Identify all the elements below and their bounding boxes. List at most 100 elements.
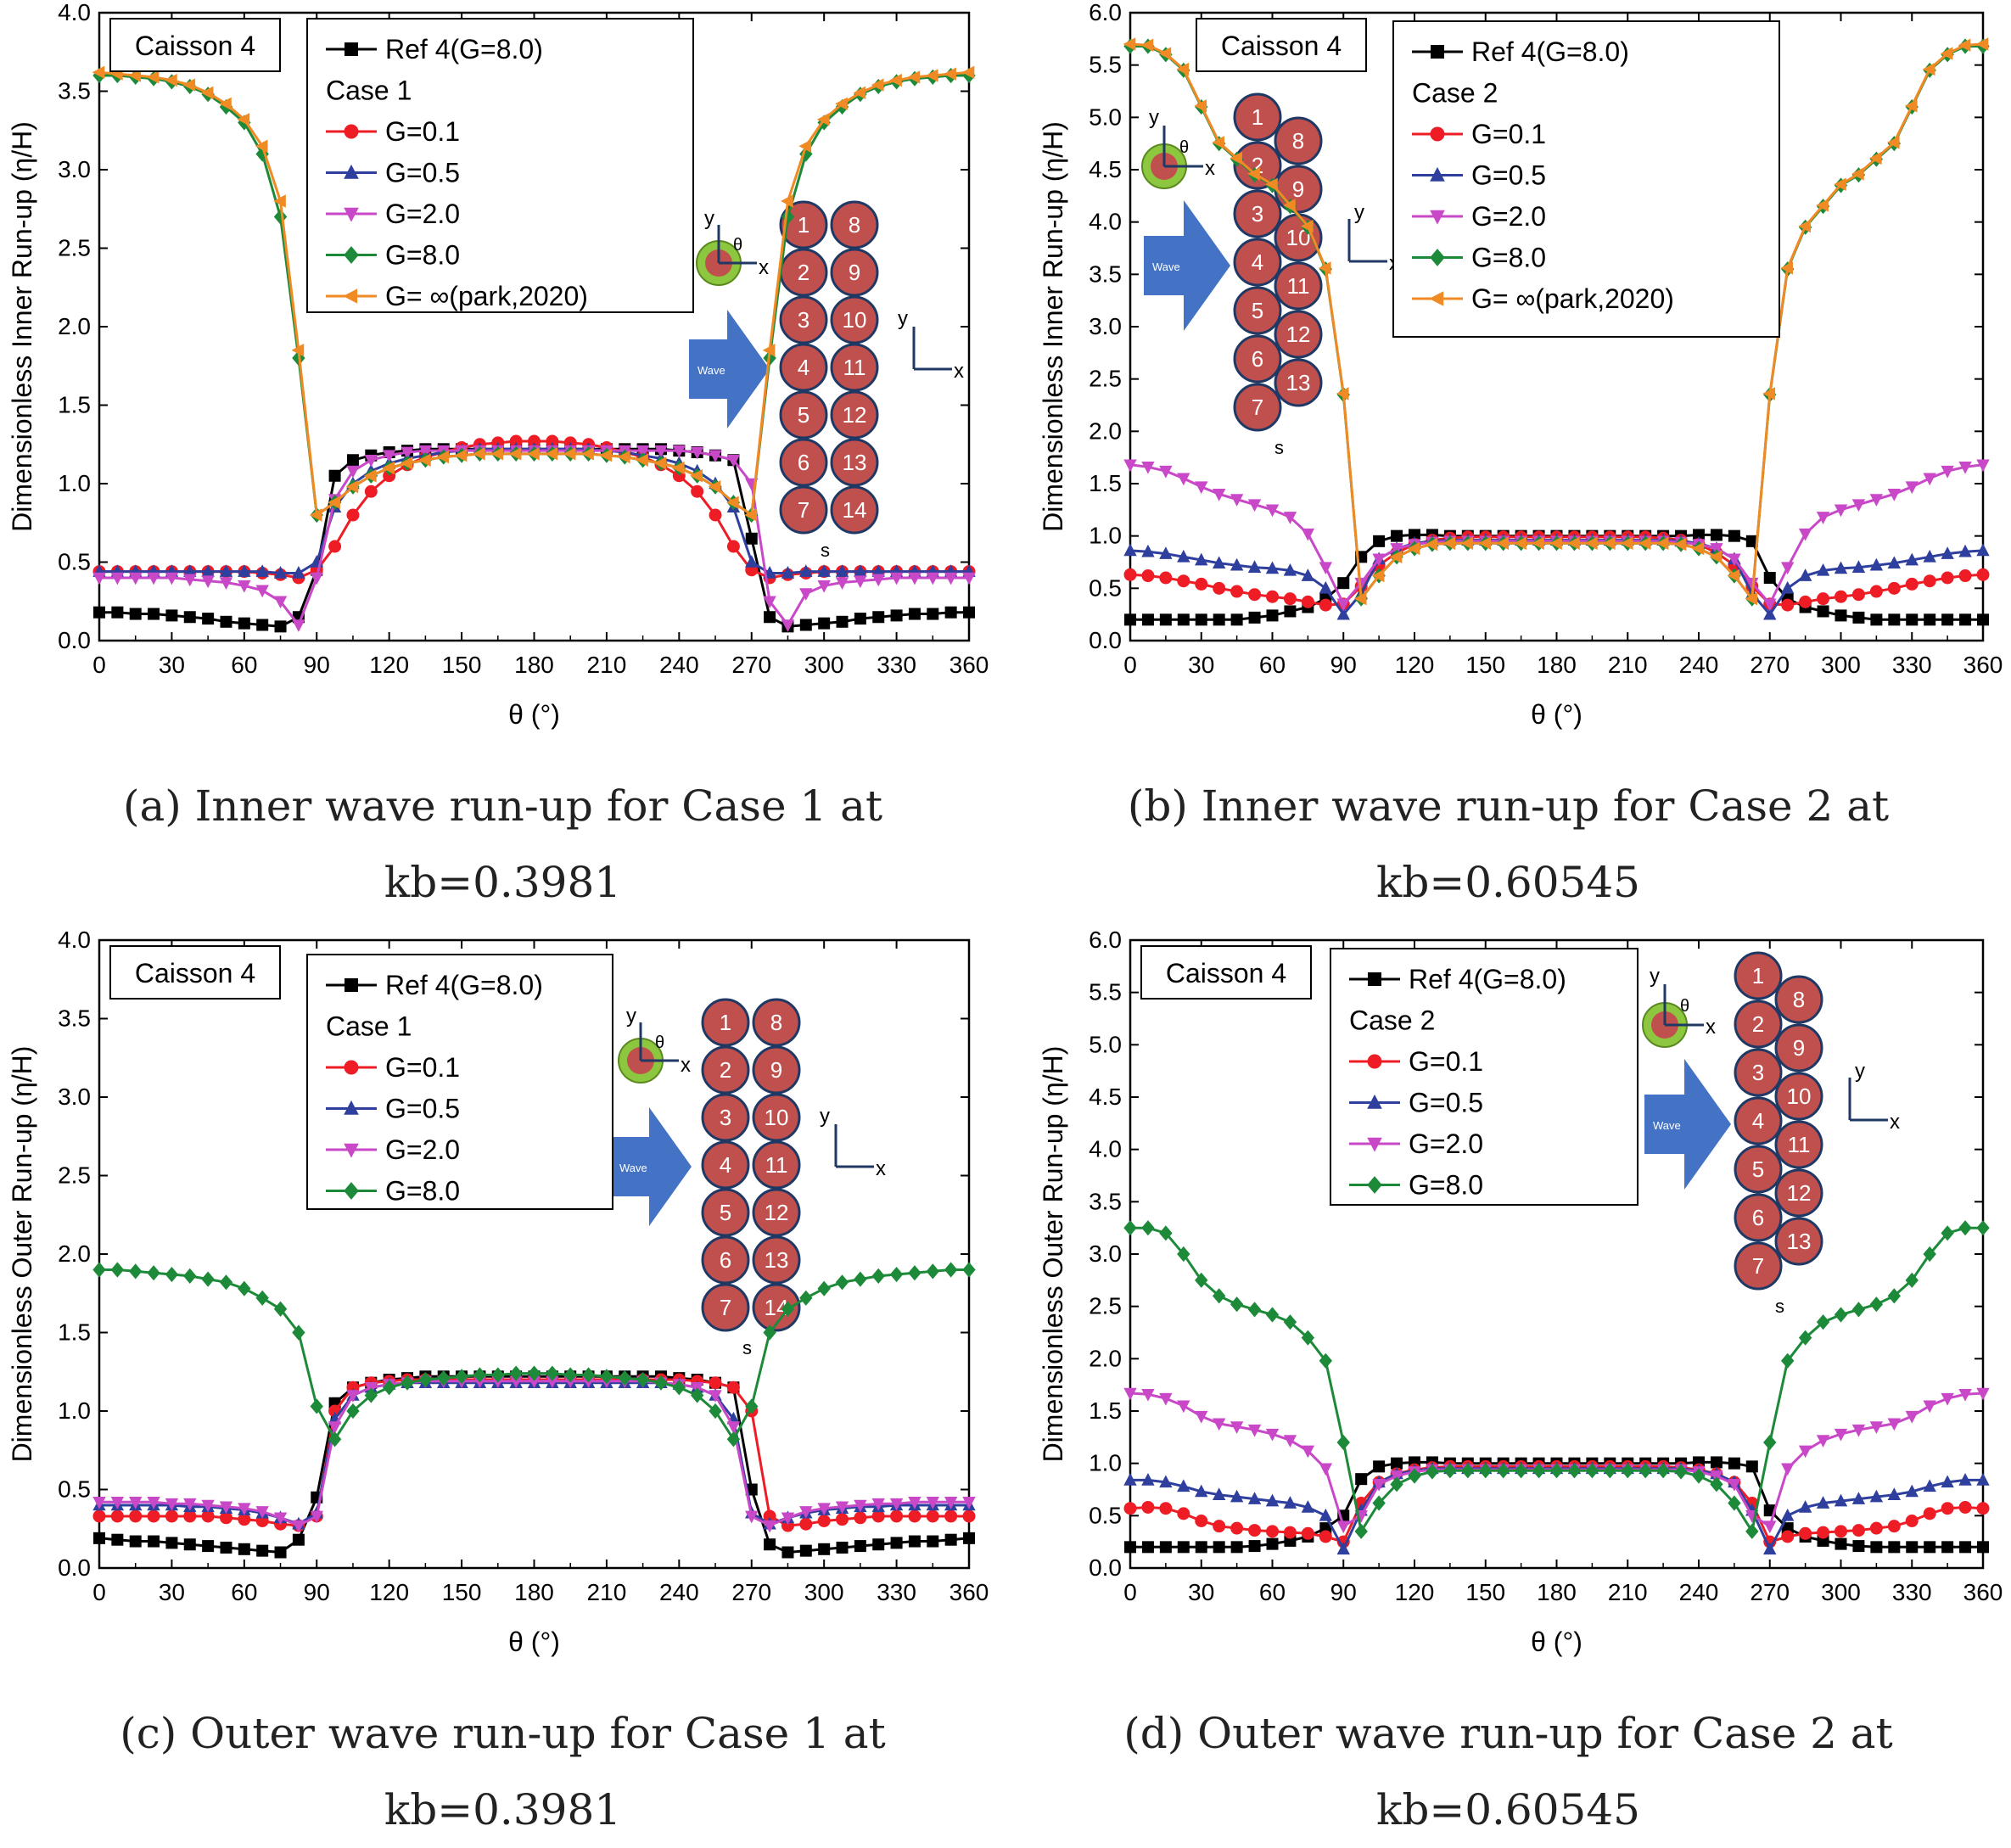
- data-point-g20: [654, 445, 668, 458]
- legend-marker-g01: [344, 124, 359, 139]
- data-point-g01: [1835, 590, 1847, 603]
- data-point-g20: [310, 572, 323, 585]
- data-point-g80: [1905, 1272, 1919, 1288]
- data-point-g20: [817, 580, 831, 593]
- series-line-ref: [98, 1375, 970, 1554]
- data-point-g05: [1123, 543, 1137, 557]
- data-point-g01: [1958, 569, 1972, 583]
- caption-d-line1: (d) Outer wave run-up for Case 2 at: [1123, 1709, 1893, 1758]
- gap-label: s: [821, 540, 830, 561]
- data-point-g20: [183, 574, 197, 587]
- data-point-g20: [1336, 598, 1350, 612]
- wave-label: Wave: [697, 364, 725, 377]
- legend-label-ginf: G= ∞(park,2020): [385, 281, 588, 311]
- data-point-g01: [1958, 1500, 1972, 1514]
- data-point-g01: [165, 1509, 178, 1523]
- data-point-g80: [273, 1301, 288, 1317]
- data-point-ginf: [1958, 38, 1971, 52]
- data-point-g80: [1710, 1476, 1723, 1492]
- caisson-number: 3: [1752, 1060, 1764, 1085]
- data-point-g20: [1941, 465, 1954, 479]
- data-point-ginf: [328, 496, 340, 509]
- data-point-ref: [1195, 613, 1207, 626]
- data-point-ref: [220, 615, 232, 628]
- data-point-g20: [1141, 1388, 1155, 1402]
- data-point-g20: [527, 1375, 541, 1389]
- data-point-g05: [1336, 607, 1350, 620]
- data-point-g80: [491, 1367, 505, 1383]
- data-point-ref: [1355, 1473, 1368, 1486]
- data-point-ref: [1870, 613, 1883, 626]
- data-point-ref: [1159, 1541, 1172, 1554]
- data-point-g01: [890, 1509, 904, 1523]
- caisson-number: 4: [798, 355, 809, 380]
- data-point-ref: [1941, 613, 1954, 626]
- data-point-g80: [1319, 1352, 1333, 1369]
- y-axis-label: Dimensionless Outer Run-up (η/H): [1038, 1046, 1068, 1463]
- data-point-g01: [1941, 1502, 1954, 1515]
- caption-b: (b) Inner wave run-up for Case 2 at kb=0…: [1006, 768, 2011, 921]
- y-tick-label: 3.0: [1089, 1240, 1122, 1267]
- data-point-ref: [1195, 1541, 1207, 1554]
- data-point-ref: [1745, 535, 1758, 547]
- legend-label-g20: G=2.0: [385, 199, 460, 229]
- data-point-g05: [1195, 552, 1208, 566]
- data-point-g20: [292, 619, 305, 632]
- legend-marker-ginf: [1429, 291, 1444, 306]
- caption-c: (c) Outer wave run-up for Case 1 at kb=0…: [0, 1695, 1006, 1848]
- data-point-ref: [148, 1535, 160, 1548]
- wave-label: Wave: [1152, 260, 1180, 273]
- data-point-g05: [1319, 1508, 1333, 1521]
- series-g20: [92, 1375, 976, 1533]
- x-tick-label: 60: [231, 1579, 257, 1605]
- data-point-g01: [1887, 581, 1901, 595]
- data-point-g05: [1265, 561, 1280, 574]
- x-tick-label: 300: [1821, 1579, 1861, 1605]
- data-point-ginf: [1283, 199, 1296, 212]
- data-point-ref: [963, 606, 975, 619]
- legend: Ref 4(G=8.0) Case 1 G=0.1 G=0.5 G=2.0 G=8.0 G=…: [306, 18, 694, 313]
- data-point-g20: [1905, 1410, 1919, 1424]
- data-point-ginf: [1834, 177, 1846, 191]
- caisson-circle: [779, 485, 828, 535]
- caisson-number: 13: [1286, 370, 1311, 395]
- x-tick-label: 0: [92, 652, 106, 678]
- data-point-g20: [273, 1512, 288, 1526]
- caisson-circle: [830, 343, 879, 392]
- data-point-g80: [1283, 1314, 1297, 1330]
- y-tick-label: 2.0: [58, 313, 91, 339]
- data-point-g80: [563, 1367, 577, 1383]
- caisson-circle: [1734, 1096, 1783, 1145]
- caisson-circle: [830, 295, 879, 344]
- x-axis-label: θ (°): [508, 699, 560, 730]
- data-point-g20: [1301, 528, 1315, 541]
- x-tick-label: 240: [659, 1579, 699, 1605]
- legend-marker-g05: [344, 1100, 359, 1115]
- legend-label-g20: G=2.0: [1471, 201, 1546, 232]
- data-point-g20: [835, 1501, 849, 1515]
- data-point-ref: [1906, 613, 1919, 626]
- data-point-ref: [908, 1535, 921, 1548]
- data-point-ref: [854, 613, 866, 625]
- caisson-circle: [779, 343, 828, 392]
- data-point-g80: [129, 1263, 143, 1280]
- y-tick-label: 0.5: [1089, 574, 1122, 601]
- data-point-g20: [346, 465, 360, 479]
- data-point-g80: [401, 1375, 414, 1391]
- data-point-g20: [1212, 489, 1226, 501]
- data-point-g80: [110, 1262, 125, 1278]
- data-point-g20: [908, 572, 921, 585]
- data-point-g05: [255, 564, 269, 577]
- data-point-g05: [854, 564, 867, 577]
- data-point-g01: [147, 1509, 160, 1523]
- data-point-g05: [1887, 1487, 1902, 1500]
- data-point-g20: [1230, 494, 1244, 507]
- data-point-g80: [763, 1324, 776, 1341]
- series-line-g05: [1129, 539, 1984, 617]
- data-point-ref: [328, 469, 341, 482]
- data-point-g80: [1301, 1330, 1315, 1346]
- caisson-circle: [1233, 286, 1282, 335]
- x-tick-label: 300: [1821, 652, 1861, 678]
- data-point-g01: [1266, 590, 1279, 603]
- data-point-ginf: [1318, 261, 1331, 275]
